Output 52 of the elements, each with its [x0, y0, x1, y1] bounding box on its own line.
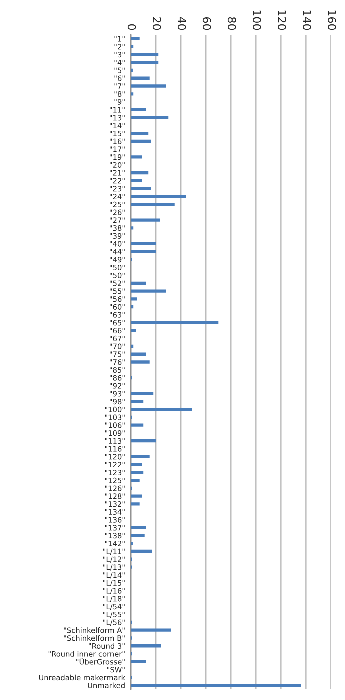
bar — [131, 132, 149, 136]
bar — [131, 628, 172, 632]
bar — [131, 463, 142, 466]
bar — [131, 660, 146, 664]
x-tick-label: 20 — [152, 18, 162, 30]
bar — [131, 195, 186, 198]
bar — [131, 187, 152, 190]
x-tick-label: 160 — [328, 10, 336, 30]
bar — [131, 352, 146, 356]
bar — [131, 526, 146, 530]
bar — [131, 61, 159, 64]
bar — [131, 116, 169, 120]
x-tick-label: 40 — [178, 17, 186, 30]
bar — [131, 108, 146, 112]
x-tick-label: 80 — [228, 17, 236, 30]
bar — [131, 550, 152, 554]
bar — [131, 424, 144, 427]
bar — [131, 644, 162, 648]
bar — [131, 400, 144, 404]
bar — [131, 250, 156, 254]
x-tick-label: 60 — [202, 17, 212, 30]
bar — [131, 298, 138, 301]
bar — [131, 478, 140, 482]
bar — [131, 202, 175, 206]
bar — [131, 360, 150, 364]
x-tick-label: 0 — [128, 24, 136, 30]
bar — [131, 494, 142, 498]
bar — [131, 321, 219, 324]
bar — [131, 171, 149, 175]
bar — [131, 440, 156, 443]
bar — [131, 408, 192, 412]
bar — [131, 140, 152, 144]
bar — [131, 471, 144, 474]
bar — [131, 684, 302, 688]
x-tick-label: 140 — [302, 10, 312, 30]
bar — [131, 242, 156, 246]
bar — [131, 53, 159, 56]
bar — [131, 290, 166, 293]
bar — [131, 179, 142, 182]
bar — [131, 329, 136, 332]
bar — [131, 534, 145, 538]
bar — [131, 76, 150, 80]
bar — [131, 218, 160, 222]
bar — [131, 156, 142, 159]
x-tick-label: 120 — [278, 10, 286, 30]
bar — [131, 37, 140, 41]
bar — [131, 455, 150, 458]
bar — [131, 282, 146, 285]
bar — [131, 502, 140, 506]
x-tick-label: 100 — [252, 10, 262, 30]
bar — [131, 84, 166, 88]
bar — [131, 392, 154, 396]
